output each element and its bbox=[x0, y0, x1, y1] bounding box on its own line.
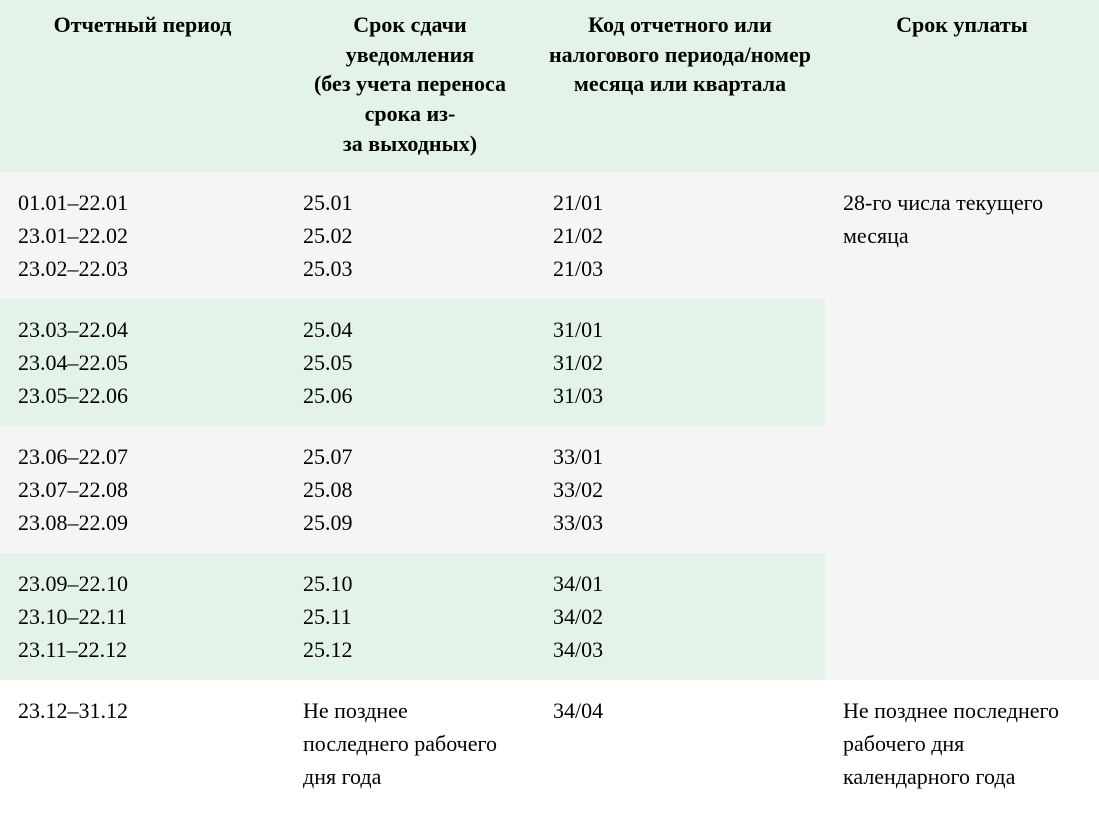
cell-deadline: 25.0425.0525.06 bbox=[285, 299, 535, 426]
table-header-row: Отчетный период Срок сдачи уведомления (… bbox=[0, 0, 1099, 172]
table-row: 01.01–22.0123.01–22.0223.02–22.03 25.012… bbox=[0, 172, 1099, 299]
cell-period: 23.03–22.0423.04–22.0523.05–22.06 bbox=[0, 299, 285, 426]
cell-code: 31/0131/0231/03 bbox=[535, 299, 825, 426]
cell-deadline: 25.0125.0225.03 bbox=[285, 172, 535, 299]
cell-payment-merged: 28-го числа текущего месяца bbox=[825, 172, 1099, 680]
col-header-period: Отчетный период bbox=[0, 0, 285, 172]
cell-deadline: Не позднее последнего рабочего дня года bbox=[285, 680, 535, 807]
cell-deadline: 25.0725.0825.09 bbox=[285, 426, 535, 553]
cell-period: 01.01–22.0123.01–22.0223.02–22.03 bbox=[0, 172, 285, 299]
cell-period: 23.09–22.1023.10–22.1123.11–22.12 bbox=[0, 553, 285, 680]
cell-code: 34/04 bbox=[535, 680, 825, 807]
col-header-code: Код отчетного или налогового периода/ном… bbox=[535, 0, 825, 172]
cell-payment: Не позднее последнего рабочего дня кален… bbox=[825, 680, 1099, 807]
cell-code: 34/0134/0234/03 bbox=[535, 553, 825, 680]
cell-code: 33/0133/0233/03 bbox=[535, 426, 825, 553]
cell-period: 23.06–22.0723.07–22.0823.08–22.09 bbox=[0, 426, 285, 553]
cell-period: 23.12–31.12 bbox=[0, 680, 285, 807]
table-row-last: 23.12–31.12 Не позднее последнего рабоче… bbox=[0, 680, 1099, 807]
cell-code: 21/0121/0221/03 bbox=[535, 172, 825, 299]
tax-deadline-table: Отчетный период Срок сдачи уведомления (… bbox=[0, 0, 1099, 807]
col-header-deadline: Срок сдачи уведомления (без учета перено… bbox=[285, 0, 535, 172]
cell-deadline: 25.1025.1125.12 bbox=[285, 553, 535, 680]
col-header-payment: Срок уплаты bbox=[825, 0, 1099, 172]
